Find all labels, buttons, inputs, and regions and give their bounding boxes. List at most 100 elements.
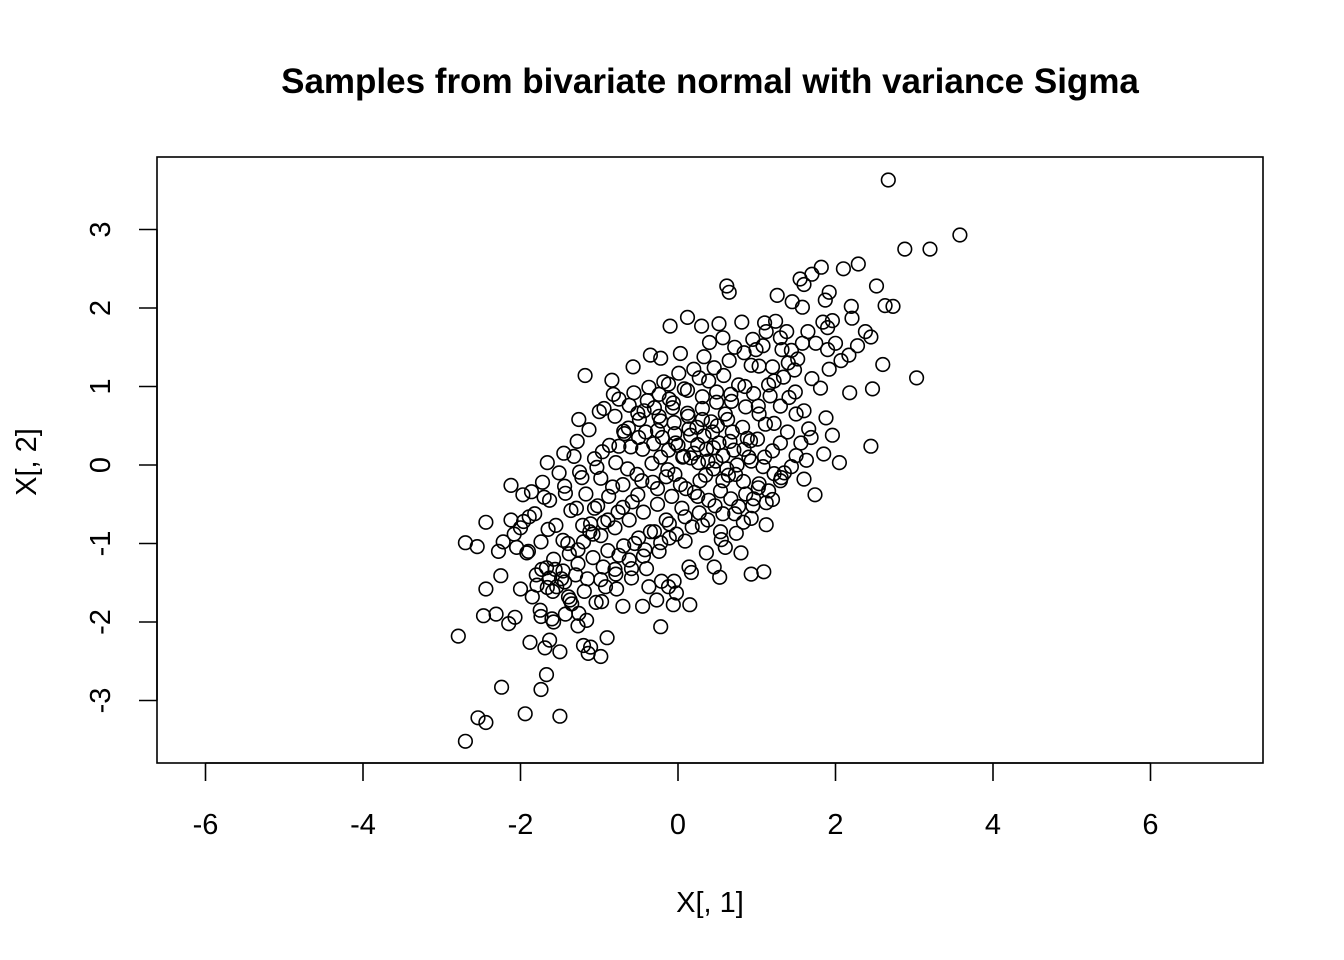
data-point (593, 470, 609, 486)
data-point (780, 355, 796, 371)
data-point (533, 681, 549, 698)
data-point (621, 397, 637, 413)
data-point (717, 539, 733, 556)
data-point (540, 521, 556, 538)
data-point (875, 356, 891, 373)
data-point (607, 408, 623, 424)
data-point (517, 706, 533, 722)
data-point (548, 517, 564, 534)
x-axis: -6 -4 -2 0 2 4 6 (193, 762, 1159, 841)
data-point (653, 350, 669, 366)
data-point (656, 374, 672, 390)
x-tick-label: 2 (827, 809, 843, 841)
data-point (667, 426, 683, 442)
data-point (736, 345, 752, 361)
data-point (672, 345, 689, 362)
data-point (772, 330, 789, 346)
data-point (630, 405, 646, 421)
data-point (478, 514, 494, 530)
data-point (596, 514, 612, 530)
data-point (488, 606, 504, 622)
data-point (586, 451, 603, 467)
data-point (582, 639, 599, 655)
data-point (796, 471, 812, 487)
data-point (677, 533, 693, 549)
data-point (671, 365, 687, 381)
data-point (756, 315, 773, 331)
data-point (812, 380, 829, 396)
data-point (490, 543, 507, 560)
y-tick-label: 0 (85, 457, 117, 473)
data-point (578, 612, 595, 629)
data-point (760, 483, 777, 499)
data-point (708, 453, 724, 469)
data-point (660, 579, 677, 595)
x-tick-label: 6 (1142, 809, 1158, 841)
data-point (627, 535, 643, 552)
data-point (773, 470, 789, 486)
data-point (850, 256, 866, 272)
data-point (552, 708, 568, 724)
data-point (634, 473, 650, 489)
data-point (701, 492, 717, 508)
data-point (457, 733, 474, 749)
chart-title: Samples from bivariate normal with varia… (281, 62, 1139, 101)
data-point (708, 384, 725, 400)
data-point (553, 571, 570, 587)
x-axis-label: X[, 1] (676, 887, 744, 919)
data-point (885, 298, 901, 315)
data-point (560, 535, 576, 552)
data-point (589, 459, 605, 476)
data-point (478, 714, 494, 731)
data-point (528, 567, 544, 583)
data-point (653, 619, 669, 635)
data-point (664, 488, 680, 505)
data-point (691, 370, 707, 386)
data-point (721, 353, 737, 369)
data-point (831, 455, 848, 471)
data-point (801, 421, 817, 437)
y-tick-label: 3 (85, 221, 117, 237)
data-point (682, 597, 698, 613)
x-tick-label: -4 (350, 809, 376, 841)
data-point (835, 261, 852, 277)
data-point (681, 559, 697, 575)
data-point (533, 608, 549, 625)
data-point (538, 666, 555, 683)
data-point (715, 330, 731, 346)
data-point (579, 571, 596, 587)
data-point (800, 324, 816, 340)
data-point (649, 592, 665, 608)
data-point (843, 298, 859, 315)
data-point (539, 455, 555, 471)
data-point (815, 314, 831, 330)
data-point (608, 455, 624, 471)
data-point (469, 538, 485, 555)
data-point (704, 424, 721, 440)
data-point (634, 598, 651, 614)
data-point (784, 294, 800, 310)
data-point (563, 502, 579, 519)
data-point (738, 486, 754, 502)
data-point (734, 419, 751, 435)
data-point (527, 506, 543, 522)
data-point (767, 313, 784, 329)
data-point (693, 318, 710, 334)
data-point (658, 512, 674, 528)
data-point (626, 385, 642, 401)
data-point (818, 410, 834, 426)
data-point (611, 391, 627, 407)
data-point (615, 477, 631, 493)
data-point (679, 309, 696, 326)
data-point (734, 314, 750, 330)
data-point (701, 334, 718, 351)
data-point (571, 464, 588, 480)
data-point (788, 448, 804, 464)
data-point (745, 331, 761, 348)
x-tick-label: -6 (193, 809, 219, 841)
data-point (708, 394, 725, 410)
data-point (561, 546, 577, 562)
data-point (682, 427, 699, 443)
data-point (662, 318, 678, 334)
data-point (522, 634, 538, 651)
